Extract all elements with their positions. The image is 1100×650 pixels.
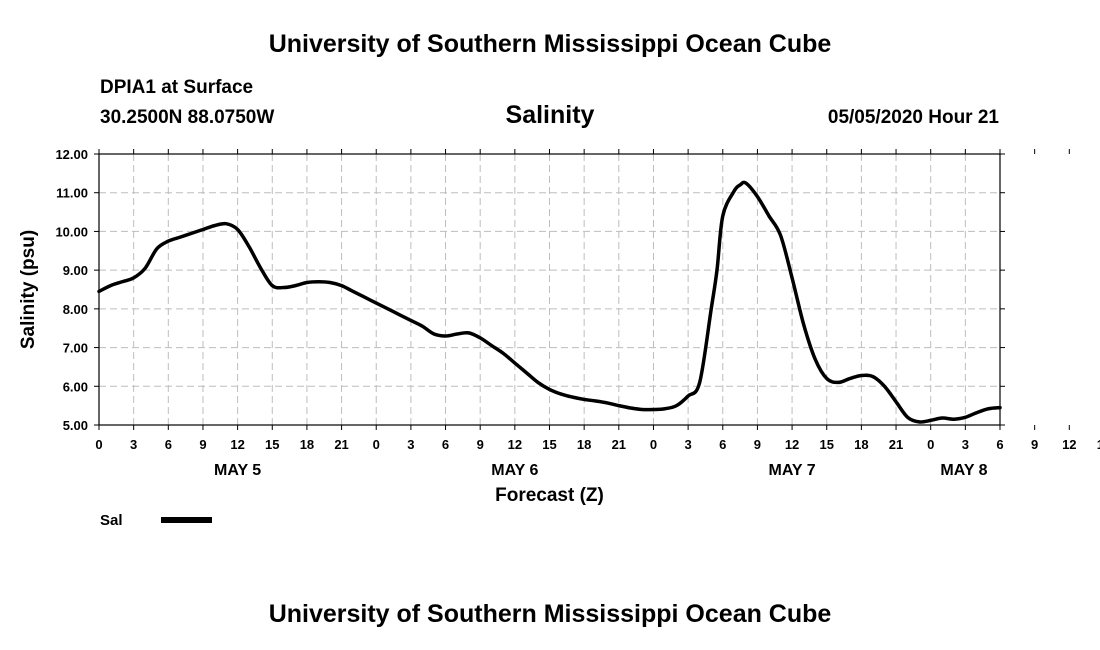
x-tick-label: 9 — [1031, 437, 1038, 452]
forecast-datetime: 05/05/2020 Hour 21 — [827, 107, 999, 128]
x-tick-label: 0 — [95, 437, 102, 452]
x-tick-label: 21 — [889, 437, 903, 452]
grid — [99, 154, 1000, 425]
legend: Sal — [100, 512, 212, 529]
x-tick-label: 18 — [854, 437, 868, 452]
x-tick-label: 0 — [927, 437, 934, 452]
x-tick-label: 12 — [1062, 437, 1076, 452]
bottom-title: University of Southern Mississippi Ocean… — [268, 600, 832, 628]
x-axis-label: Forecast (Z) — [495, 485, 604, 506]
y-tick-label: 7.00 — [63, 341, 88, 356]
x-tick-label: 12 — [785, 437, 799, 452]
x-tick-label: 9 — [477, 437, 484, 452]
y-tick-label: 9.00 — [63, 263, 88, 278]
x-tick-label: 9 — [199, 437, 206, 452]
date-label: MAY 7 — [769, 462, 816, 479]
station-label: DPIA1 at Surface — [100, 77, 254, 98]
date-label: MAY 6 — [491, 462, 538, 479]
x-tick-label: 15 — [265, 437, 279, 452]
x-tick-label: 18 — [577, 437, 591, 452]
y-axis-label: Salinity (psu) — [18, 230, 39, 349]
x-tick-label: 6 — [996, 437, 1003, 452]
top-title: University of Southern Mississippi Ocean… — [268, 30, 832, 58]
x-tick-label: 12 — [230, 437, 244, 452]
axis-ticks — [94, 149, 1070, 430]
x-tick-label: 6 — [165, 437, 172, 452]
date-label: MAY 5 — [214, 462, 261, 479]
x-tick-label: 15 — [819, 437, 833, 452]
y-tick-label: 5.00 — [63, 418, 88, 433]
y-tick-label: 10.00 — [55, 224, 88, 239]
x-tick-label: 12 — [508, 437, 522, 452]
date-labels: MAY 5 MAY 6 MAY 7 MAY 8 — [214, 462, 988, 479]
date-label: MAY 8 — [940, 462, 987, 479]
x-tick-labels: 0 3 6 9 12 15 18 21 0 3 6 9 12 15 18 21 0 3 6 9 12 15 18 21 0 3 6 9… — [95, 437, 1100, 452]
x-tick-label: 21 — [334, 437, 348, 452]
x-tick-label: 3 — [407, 437, 414, 452]
x-tick-label: 21 — [612, 437, 626, 452]
x-tick-label: 18 — [300, 437, 314, 452]
x-tick-label: 6 — [719, 437, 726, 452]
y-tick-label: 6.00 — [63, 379, 88, 394]
x-tick-label: 9 — [754, 437, 761, 452]
x-tick-label: 0 — [373, 437, 380, 452]
x-tick-label: 6 — [442, 437, 449, 452]
coordinates-label: 30.2500N 88.0750W — [100, 107, 275, 128]
y-tick-label: 8.00 — [63, 302, 88, 317]
x-tick-label: 15 — [542, 437, 556, 452]
y-tick-label: 11.00 — [56, 186, 88, 201]
y-tick-labels: 5.00 6.00 7.00 8.00 9.00 10.00 11.00 12.00 — [55, 147, 88, 433]
x-tick-label: 3 — [684, 437, 691, 452]
series-line-sal — [97, 180, 1002, 424]
y-tick-label: 12.00 — [55, 147, 88, 162]
x-tick-label: 3 — [962, 437, 969, 452]
legend-label: Sal — [100, 512, 123, 529]
x-tick-label: 0 — [650, 437, 657, 452]
x-tick-label: 3 — [130, 437, 137, 452]
x-tick-label: 15 — [1097, 437, 1100, 452]
chart-title: Salinity — [505, 101, 595, 129]
